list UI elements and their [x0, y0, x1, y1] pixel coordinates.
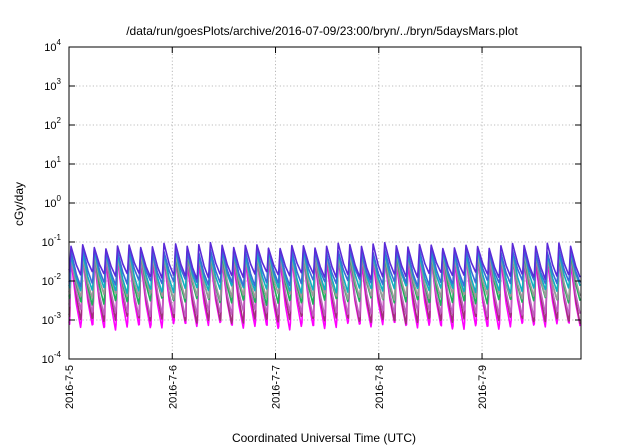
- y-tick-label: 10-2: [42, 272, 62, 288]
- y-tick-label: 10-4: [42, 350, 62, 366]
- series-layer: [68, 241, 581, 331]
- chart-title: /data/run/goesPlots/archive/2016-07-09/2…: [126, 24, 518, 38]
- series-line-8: [68, 241, 581, 280]
- y-tick-label: 100: [44, 194, 61, 210]
- x-tick-label: 2016-7-6: [167, 365, 179, 409]
- y-axis-label: cGy/day: [12, 182, 26, 226]
- axis-ticks: 10-4 10-3 10-2 10-1 100 101 102 103 104 2016-7-5 2…: [42, 38, 581, 409]
- x-tick-label: 2016-7-5: [64, 365, 76, 409]
- y-tick-label: 101: [44, 155, 61, 171]
- x-tick-label: 2016-7-7: [271, 365, 283, 409]
- y-tick-label: 102: [44, 116, 61, 132]
- x-axis-label: Coordinated Universal Time (UTC): [232, 431, 416, 445]
- x-tick-label: 2016-7-9: [477, 365, 489, 409]
- y-tick-label: 10-1: [42, 233, 62, 249]
- y-tick-label: 104: [44, 38, 61, 54]
- x-tick-label: 2016-7-8: [374, 365, 386, 409]
- y-tick-label: 10-3: [42, 311, 62, 327]
- y-tick-label: 103: [44, 77, 61, 93]
